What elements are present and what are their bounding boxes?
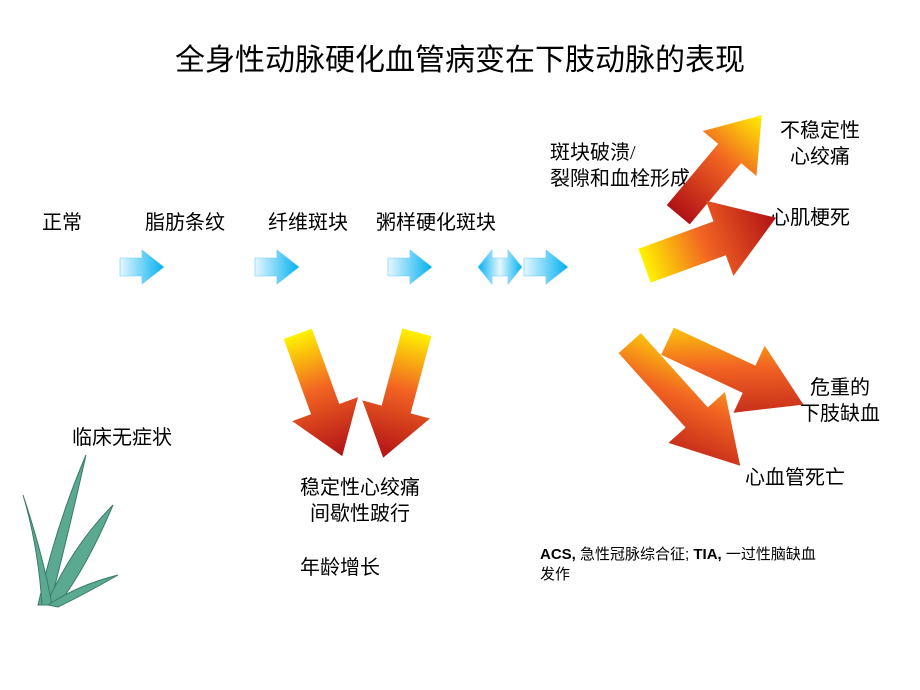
footnote-acs-desc: 急性冠脉综合征; <box>576 546 694 563</box>
cyan-arrow-1-icon <box>120 250 164 284</box>
label-fatty: 脂肪条纹 <box>145 210 225 236</box>
fire-arrow-mi-icon <box>640 180 790 300</box>
fire-arrow-stable-2-icon <box>340 330 460 460</box>
footnote: ACS, 急性冠脉综合征; TIA, 一过性脑缺血发作 <box>540 545 820 586</box>
label-stable: 稳定性心绞痛 间歇性跛行 <box>300 475 420 527</box>
fire-arrow-cvdeath-icon <box>600 320 780 500</box>
label-fibrous: 纤维斑块 <box>268 210 348 236</box>
page-title: 全身性动脉硬化血管病变在下肢动脉的表现 <box>0 35 920 79</box>
label-normal: 正常 <box>42 210 82 236</box>
diagram-stage: 全身性动脉硬化血管病变在下肢动脉的表现 正常 脂肪条纹 纤维斑块 粥样硬化斑块 … <box>0 0 920 690</box>
label-aging: 年龄增长 <box>300 555 380 581</box>
label-atheroma: 粥样硬化斑块 <box>376 210 496 236</box>
cyan-bi-arrow-icon <box>478 250 522 284</box>
footnote-acs: ACS, <box>540 546 576 563</box>
label-unstable: 不稳定性 心绞痛 <box>780 118 860 170</box>
leaf-decoration-icon <box>18 435 128 615</box>
cyan-arrow-2-icon <box>255 250 299 284</box>
cyan-arrow-3-icon <box>388 250 432 284</box>
cyan-arrow-4-icon <box>524 250 568 284</box>
footnote-tia: TIA, <box>693 546 721 563</box>
